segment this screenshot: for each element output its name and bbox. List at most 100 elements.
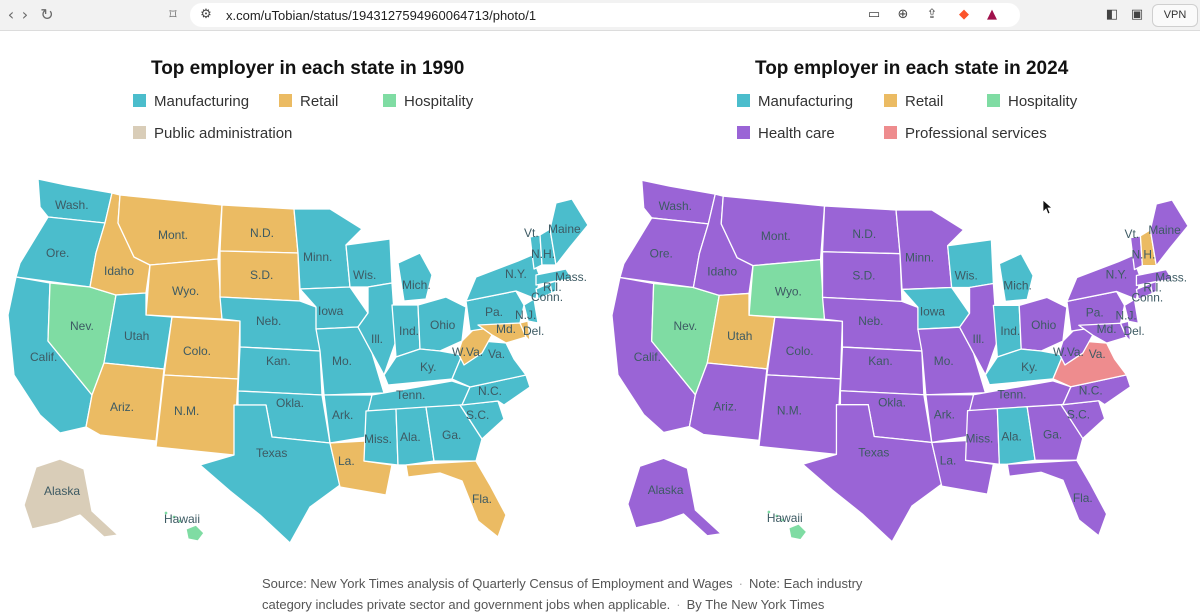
label-ala: Ala. xyxy=(400,430,421,444)
label-hawaii: Hawaii xyxy=(767,511,803,525)
back-icon[interactable]: ‹ xyxy=(7,5,15,24)
label-nd: N.D. xyxy=(250,226,274,240)
legend-manufacturing-2024: Manufacturing xyxy=(737,93,853,110)
swatch-public-administration xyxy=(133,126,146,139)
us-map-1990: Wash. Ore. Calif. Idaho Nev. Mont. Wyo. … xyxy=(7,178,589,544)
zoom-icon[interactable]: ⊕ xyxy=(897,7,909,22)
label-nh: N.H. xyxy=(531,247,555,261)
state-mich xyxy=(998,253,1034,303)
state-mich xyxy=(397,252,433,302)
brave-shield-icon[interactable]: ◆ xyxy=(959,7,969,22)
label-pa: Pa. xyxy=(1086,305,1104,319)
reload-icon[interactable]: ↻ xyxy=(40,5,54,24)
state-hawaii xyxy=(185,524,205,542)
state-mass xyxy=(1135,268,1173,287)
wallet-icon[interactable]: ▣ xyxy=(1130,7,1144,22)
label-okla: Okla. xyxy=(878,396,906,410)
label-kan: Kan. xyxy=(266,354,291,368)
label-idaho: Idaho xyxy=(104,264,134,278)
swatch-professional-services xyxy=(884,126,897,139)
label-nj: N.J. xyxy=(1116,308,1137,322)
state-alaska xyxy=(627,457,722,537)
label-ark: Ark. xyxy=(332,408,353,422)
brave-rewards-icon[interactable]: ▲ xyxy=(987,7,997,22)
state-ala xyxy=(996,406,1036,465)
separator: · xyxy=(738,576,743,591)
state-ny xyxy=(1066,255,1142,303)
state-ga xyxy=(1026,404,1084,461)
hawaii-islet xyxy=(774,513,780,519)
site-settings-icon[interactable]: ⚙ xyxy=(200,7,212,22)
swatch-manufacturing xyxy=(737,94,750,107)
label-ri: R.I. xyxy=(543,280,562,294)
label-mont: Mont. xyxy=(158,228,188,242)
map-2024-title: Top employer in each state in 2024 xyxy=(755,58,1069,79)
state-ny xyxy=(465,254,541,302)
label-mo: Mo. xyxy=(332,354,352,368)
label-utah: Utah xyxy=(124,329,149,343)
label-wva: W.Va. xyxy=(452,345,483,359)
hawaii-islet xyxy=(177,518,183,524)
address-bar[interactable] xyxy=(190,3,1020,27)
bookmark-icon[interactable]: ⌑ xyxy=(169,7,177,23)
label-iowa: Iowa xyxy=(318,304,344,318)
swatch-hospitality xyxy=(383,94,396,107)
label-mich: Mich. xyxy=(402,278,431,292)
legend-label: Retail xyxy=(300,93,339,110)
note-text-2: category includes private sector and gov… xyxy=(262,597,671,612)
state-ariz xyxy=(85,362,165,442)
state-nj xyxy=(523,298,539,324)
label-neb: Neb. xyxy=(858,314,883,328)
state-md xyxy=(477,322,527,344)
swatch-health-care xyxy=(737,126,750,139)
label-ill: Ill. xyxy=(973,332,985,346)
label-wva: W.Va. xyxy=(1053,345,1084,359)
label-ohio: Ohio xyxy=(1031,318,1057,332)
vpn-button[interactable]: VPN xyxy=(1152,4,1198,27)
sidebar-icon[interactable]: ◧ xyxy=(1105,7,1119,22)
label-ga: Ga. xyxy=(1043,427,1062,441)
label-nj: N.J. xyxy=(515,308,536,322)
cast-icon[interactable]: ▭ xyxy=(867,7,881,22)
label-minn: Minn. xyxy=(303,250,332,264)
state-maine xyxy=(1149,199,1189,267)
swatch-retail xyxy=(279,94,292,107)
state-hawaii xyxy=(788,523,808,541)
state-ga xyxy=(425,404,483,462)
legend-label: Manufacturing xyxy=(758,93,854,110)
legend-hospitality-1990: Hospitality xyxy=(383,93,473,110)
label-okla: Okla. xyxy=(276,396,304,410)
label-md: Md. xyxy=(1097,322,1117,336)
label-ri: R.I. xyxy=(1143,280,1162,294)
label-iowa: Iowa xyxy=(920,304,946,318)
legend-label: Public administration xyxy=(154,125,293,142)
label-ny: N.Y. xyxy=(505,267,527,281)
url-text[interactable]: x.com/uTobian/status/1943127594960064713… xyxy=(226,8,537,23)
label-va: Va. xyxy=(1089,347,1106,361)
state-fla xyxy=(405,460,507,538)
label-ny: N.Y. xyxy=(1106,268,1128,282)
label-del: Del. xyxy=(1124,324,1145,338)
state-md xyxy=(1078,322,1128,344)
legend-label: Hospitality xyxy=(1008,93,1078,110)
legend-public-administration-1990: Public administration xyxy=(133,125,292,142)
state-ill xyxy=(958,282,999,376)
forward-icon[interactable]: › xyxy=(21,5,29,24)
label-wash: Wash. xyxy=(659,199,692,213)
label-conn: Conn. xyxy=(1131,290,1163,304)
label-nd: N.D. xyxy=(852,227,876,241)
label-nc: N.C. xyxy=(1079,384,1103,398)
share-icon[interactable]: ⇪ xyxy=(926,7,938,22)
label-kan: Kan. xyxy=(868,354,893,368)
state-alaska xyxy=(23,458,119,538)
label-conn: Conn. xyxy=(531,290,563,304)
label-wis: Wis. xyxy=(353,268,376,282)
label-nh: N.H. xyxy=(1131,248,1155,262)
label-ariz: Ariz. xyxy=(110,400,134,414)
label-mass: Mass. xyxy=(555,270,587,284)
label-alaska: Alaska xyxy=(44,484,80,498)
state-mass xyxy=(535,268,573,286)
label-md: Md. xyxy=(496,322,516,336)
label-calif: Calif. xyxy=(30,350,57,364)
label-ore: Ore. xyxy=(650,247,673,261)
